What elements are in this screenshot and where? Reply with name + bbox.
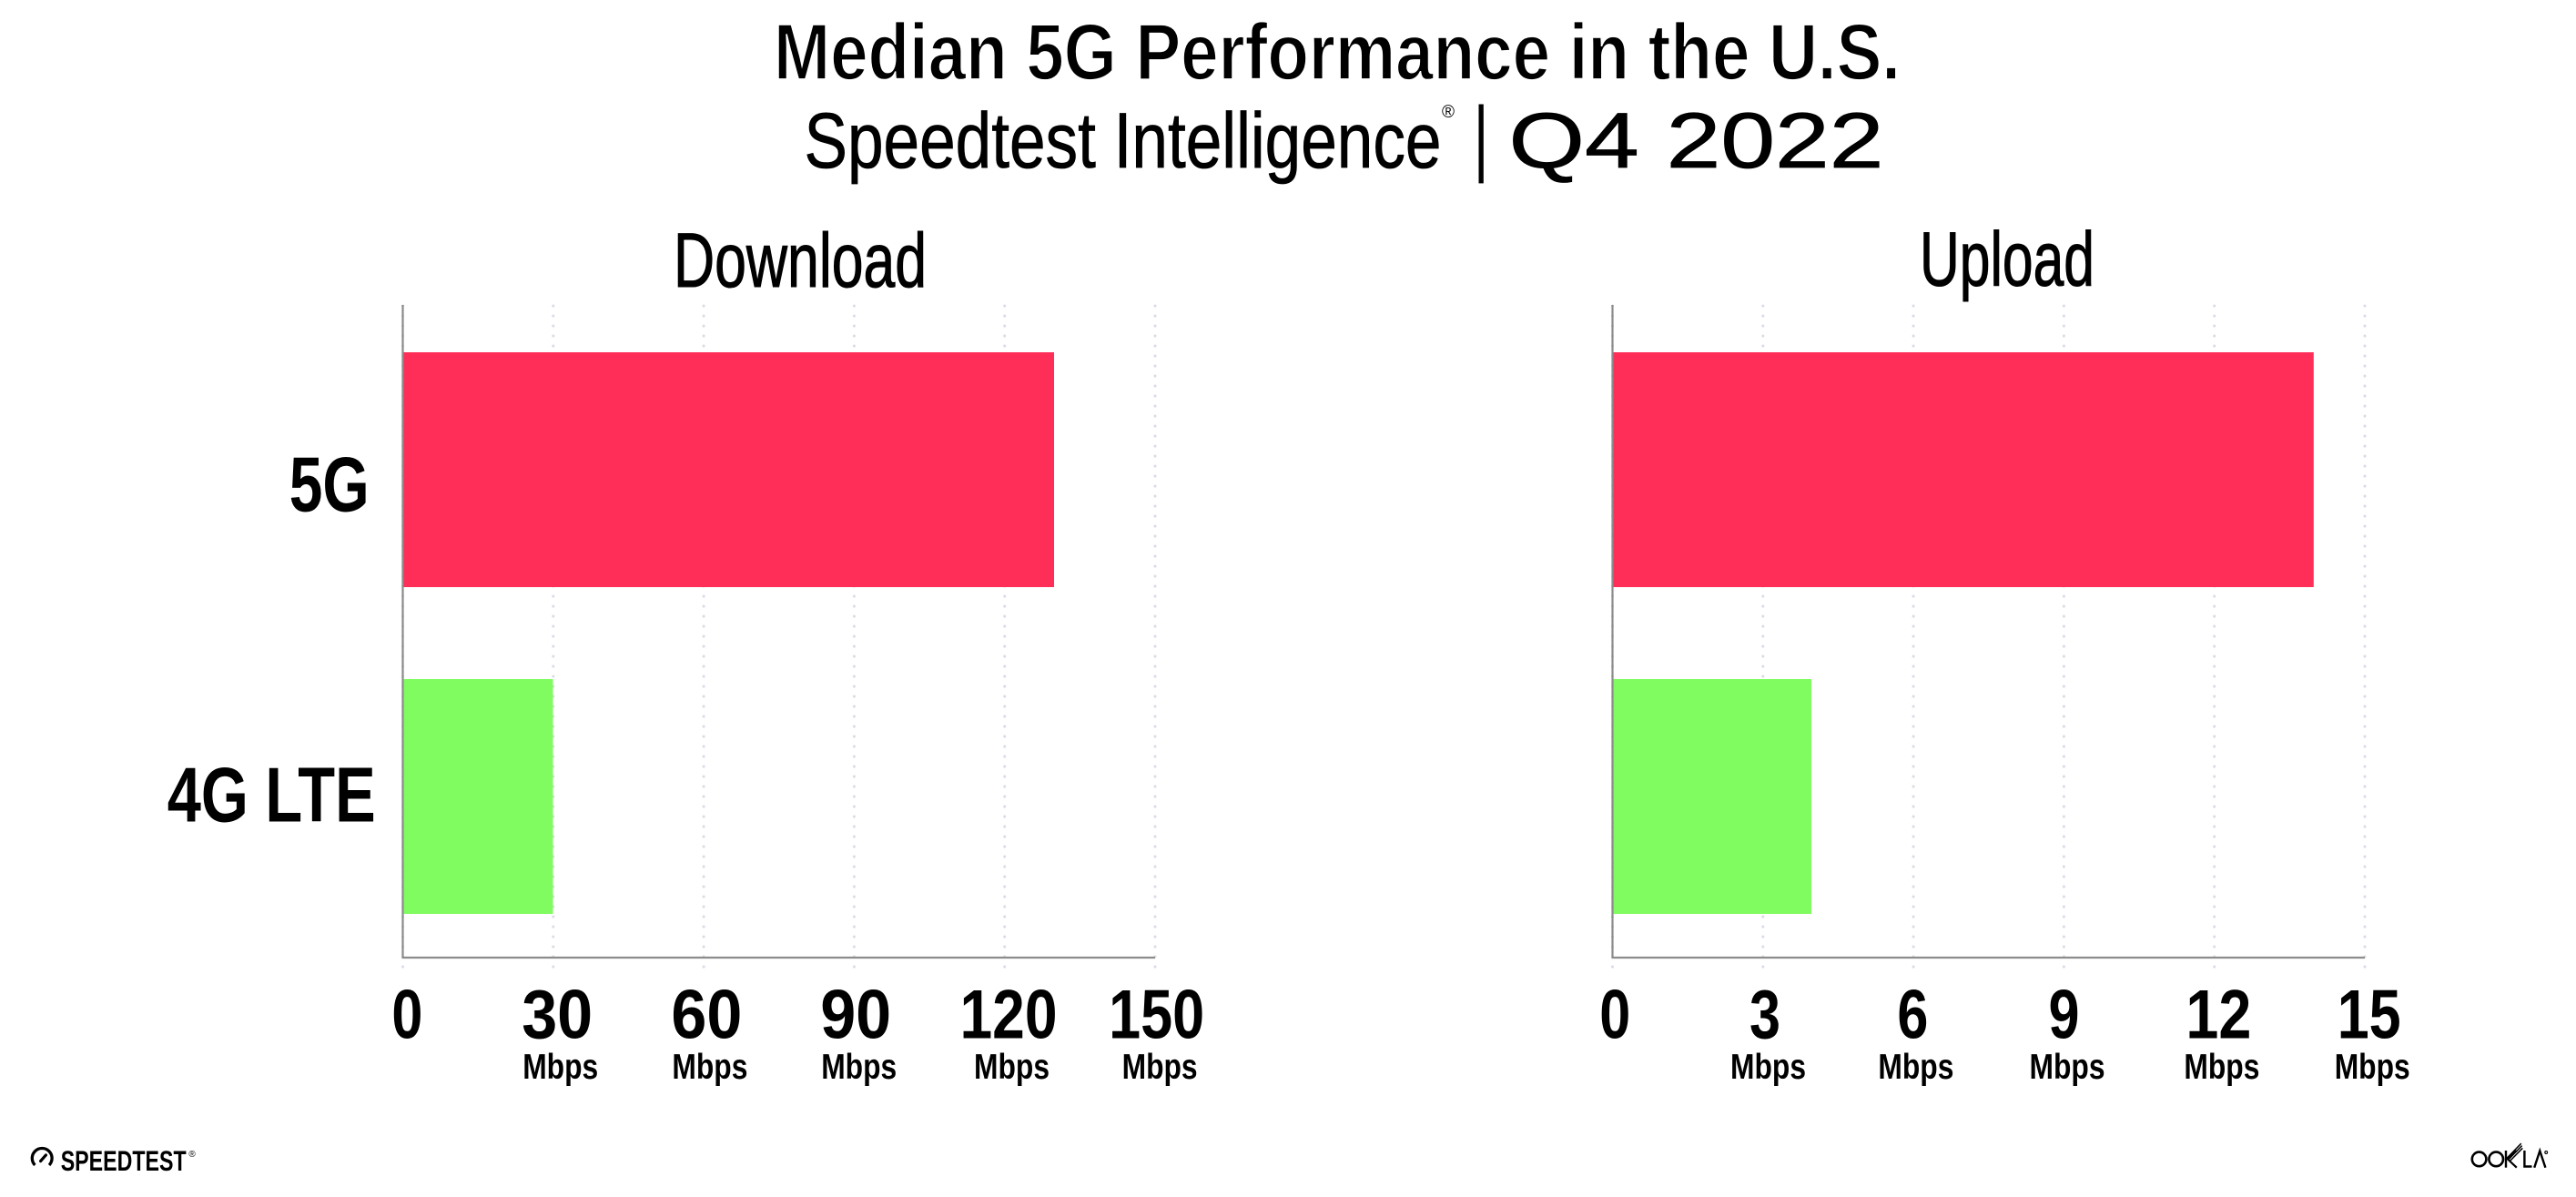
svg-text:5G: 5G (289, 442, 370, 529)
svg-text:SPEEDTEST: SPEEDTEST (61, 1144, 187, 1177)
svg-text:12: 12 (2186, 977, 2251, 1054)
svg-text:Q4 2022: Q4 2022 (1509, 97, 1884, 185)
svg-text:Mbps: Mbps (522, 1048, 598, 1087)
svg-text:Download: Download (674, 218, 927, 303)
svg-text:9: 9 (2049, 977, 2080, 1054)
svg-text:15: 15 (2338, 977, 2401, 1054)
svg-text:Mbps: Mbps (1878, 1048, 1953, 1087)
svg-text:30: 30 (522, 977, 593, 1054)
svg-text:Mbps: Mbps (821, 1048, 897, 1087)
svg-text:4G LTE: 4G LTE (167, 753, 376, 839)
svg-text:0: 0 (391, 977, 422, 1054)
svg-text:Mbps: Mbps (672, 1048, 747, 1087)
svg-text:120: 120 (960, 977, 1058, 1054)
svg-text:0: 0 (1599, 977, 1630, 1054)
svg-text:Mbps: Mbps (2030, 1048, 2105, 1087)
svg-text:Mbps: Mbps (2335, 1048, 2410, 1087)
svg-text:®: ® (1442, 103, 1455, 122)
svg-text:90: 90 (820, 977, 891, 1054)
svg-text:3: 3 (1749, 977, 1780, 1054)
svg-text:60: 60 (671, 977, 742, 1054)
svg-text:Mbps: Mbps (1122, 1048, 1198, 1087)
svg-text:Upload: Upload (1920, 217, 2094, 302)
svg-text:6: 6 (1897, 977, 1928, 1054)
svg-text:Mbps: Mbps (1730, 1048, 1806, 1087)
svg-text:Mbps: Mbps (2184, 1048, 2259, 1087)
svg-text:Speedtest Intelligence: Speedtest Intelligence (805, 97, 1442, 185)
svg-text:Mbps: Mbps (974, 1048, 1050, 1087)
svg-text:150: 150 (1109, 977, 1204, 1054)
svg-text:®: ® (188, 1150, 196, 1160)
svg-text:Median 5G Performance in the U: Median 5G Performance in the U.S. (774, 8, 1901, 96)
